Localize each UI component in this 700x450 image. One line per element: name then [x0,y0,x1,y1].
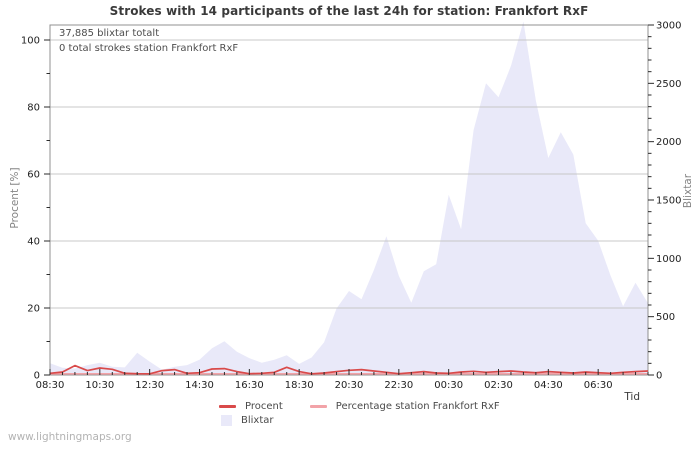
legend-label-blixtar: Blixtar [241,414,274,426]
total-strokes-annotation: 37,885 blixtar totalt [59,28,160,39]
x-tick-label: 22:30 [384,380,413,391]
x-tick-label: 20:30 [335,380,364,391]
chart-title: Strokes with 14 participants of the last… [109,4,589,18]
x-tick-label: 02:30 [484,380,513,391]
y-left-axis-title: Procent [%] [9,167,21,229]
y-right-tick-label: 500 [656,312,675,323]
legend: Procent Percentage station Frankfort RxF… [219,399,500,427]
y-left-tick-label: 40 [27,237,40,248]
x-tick-label: 14:30 [185,380,214,391]
y-right-tick-label: 1000 [656,254,681,265]
legend-label-procent: Procent [245,400,283,412]
y-left-tick-label: 80 [27,103,40,114]
y-right-axis-title: Blixtar [682,173,694,209]
y-left-tick-label: 20 [27,304,40,315]
y-left-tick-label: 100 [21,36,40,47]
x-tick-label: 16:30 [235,380,264,391]
x-tick-label: 04:30 [534,380,563,391]
legend-label-station: Percentage station Frankfort RxF [335,400,500,412]
x-tick-label: 08:30 [36,380,65,391]
x-tick-label: 10:30 [85,380,114,391]
y-right-tick-label: 3000 [656,21,681,32]
station-line-swatch [309,404,327,408]
y-left-tick-label: 0 [34,371,40,382]
y-right-tick-label: 1500 [656,196,681,207]
x-axis-title: Tid [624,391,640,403]
legend-row-lines: Procent Percentage station Frankfort RxF [219,399,500,413]
blixtar-area [50,21,648,375]
procent-line-swatch [219,404,236,408]
y-right-tick-label: 0 [656,371,662,382]
x-tick-label: 06:30 [584,380,613,391]
x-tick-label: 18:30 [285,380,314,391]
x-tick-label: 00:30 [434,380,463,391]
x-tick-label: 12:30 [135,380,164,391]
watermark: www.lightningmaps.org [8,431,132,443]
station-total-annotation: 0 total strokes station Frankfort RxF [59,43,239,54]
blixtar-area-swatch [221,414,232,426]
legend-row-area: Blixtar [219,413,500,427]
y-right-tick-label: 2500 [656,79,681,90]
y-left-tick-label: 60 [27,170,40,181]
y-right-tick-label: 2000 [656,137,681,148]
